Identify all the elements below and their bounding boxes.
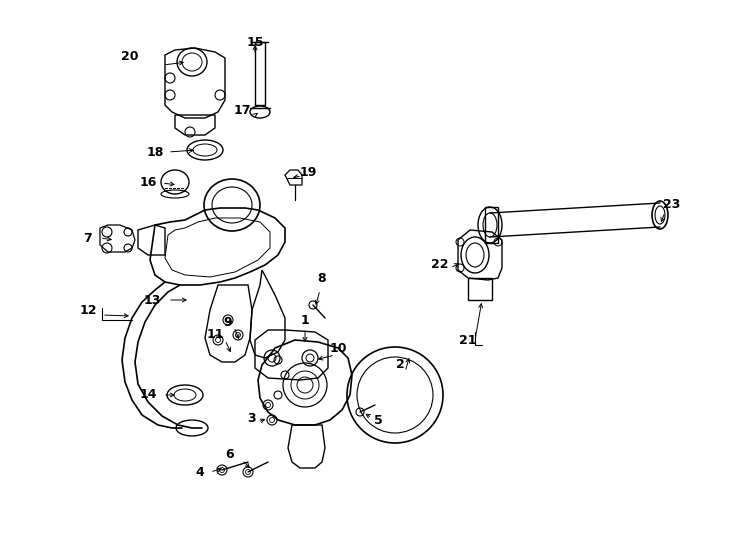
Text: 8: 8 xyxy=(318,272,327,285)
Text: 23: 23 xyxy=(664,199,680,212)
Text: 22: 22 xyxy=(432,259,448,272)
Text: 19: 19 xyxy=(299,166,316,179)
Text: 12: 12 xyxy=(79,303,97,316)
Text: 13: 13 xyxy=(143,294,161,307)
Text: 10: 10 xyxy=(330,341,346,354)
Text: 3: 3 xyxy=(247,411,256,424)
Text: 21: 21 xyxy=(459,334,477,347)
Text: 9: 9 xyxy=(224,315,233,328)
Text: 2: 2 xyxy=(396,359,404,372)
Text: 16: 16 xyxy=(139,177,156,190)
Text: 20: 20 xyxy=(121,51,139,64)
Text: 18: 18 xyxy=(146,145,164,159)
Text: 4: 4 xyxy=(196,465,204,478)
Text: 5: 5 xyxy=(374,414,382,427)
Text: 6: 6 xyxy=(225,449,234,462)
Text: 14: 14 xyxy=(139,388,157,402)
Text: 1: 1 xyxy=(301,314,309,327)
Text: 17: 17 xyxy=(233,104,251,117)
Text: 15: 15 xyxy=(246,36,264,49)
Text: 7: 7 xyxy=(84,232,92,245)
Text: 11: 11 xyxy=(206,328,224,341)
